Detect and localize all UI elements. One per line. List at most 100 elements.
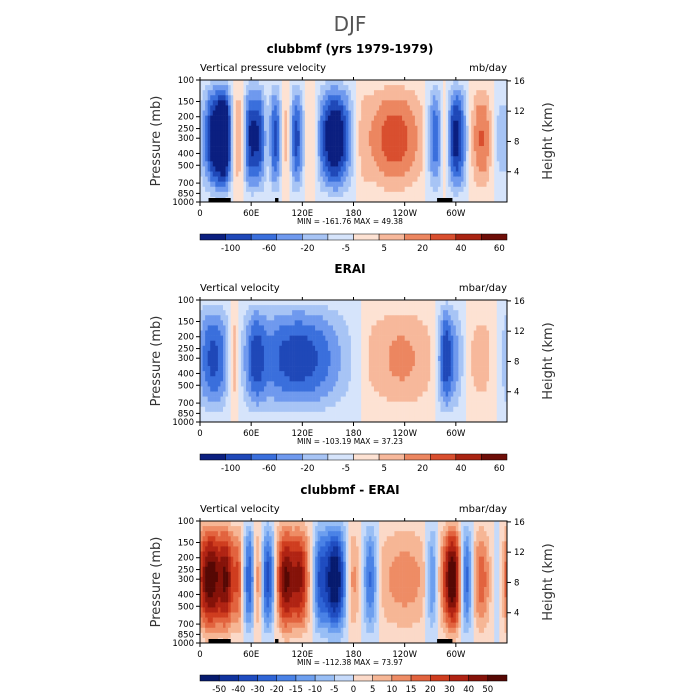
heatmap-cell: [258, 135, 262, 142]
heatmap-cell: [202, 125, 206, 132]
heatmap-cell: [312, 146, 316, 152]
heatmap-cell: [312, 406, 316, 413]
heatmap-cell: [304, 85, 308, 91]
heatmap-cell: [338, 105, 342, 111]
heatmap-cell: [240, 345, 244, 352]
heatmap-cell: [386, 85, 390, 91]
heatmap-cell: [412, 125, 416, 132]
heatmap-cell: [274, 120, 278, 127]
panel-field-label: Vertical pressure velocity: [200, 63, 326, 74]
heatmap-cell: [225, 361, 229, 367]
heatmap-cell: [450, 146, 454, 152]
heatmap-cell: [353, 391, 357, 397]
heatmap-cell: [205, 406, 208, 413]
heatmap-cell: [210, 391, 214, 397]
heatmap-cell: [432, 105, 436, 111]
heatmap-cell: [310, 191, 313, 198]
heatmap-cell: [274, 80, 278, 86]
heatmap-cell: [228, 406, 231, 413]
heatmap-cell: [458, 135, 462, 142]
heatmap-cell: [422, 115, 426, 121]
heatmap-cell: [286, 315, 290, 321]
heatmap-cell: [345, 171, 349, 177]
heatmap-cell: [432, 191, 436, 198]
heatmap-cell: [251, 120, 255, 127]
heatmap-cell: [281, 416, 285, 422]
heatmap-cell: [340, 146, 344, 152]
heatmap-cell: [399, 350, 403, 357]
heatmap-cell: [292, 115, 295, 121]
heatmap-cell: [391, 141, 395, 147]
heatmap-cell: [225, 391, 229, 397]
heatmap-cell: [230, 161, 234, 167]
heatmap-cell: [356, 156, 359, 162]
heatmap-cell: [376, 361, 380, 367]
heatmap-cell: [496, 156, 500, 162]
heatmap-cell: [412, 345, 416, 352]
heatmap-cell: [394, 191, 398, 198]
heatmap-cell: [389, 345, 393, 352]
heatmap-cell: [302, 411, 306, 418]
heatmap-cell: [330, 141, 334, 147]
heatmap-cell: [327, 391, 331, 397]
heatmap-cell: [440, 181, 444, 188]
heatmap-cell: [404, 130, 408, 137]
heatmap-cell: [366, 95, 370, 101]
heatmap-cell: [335, 171, 339, 177]
heatmap-cell: [223, 310, 226, 316]
heatmap-cell: [399, 110, 403, 116]
heatmap-cell: [440, 90, 444, 96]
heatmap-cell: [261, 361, 265, 367]
heatmap-cell: [478, 95, 482, 101]
heatmap-cell: [253, 376, 257, 382]
heatmap-cell: [256, 300, 260, 306]
heatmap-cell: [299, 100, 303, 106]
heatmap-cell: [317, 146, 321, 152]
heatmap-cell: [448, 171, 452, 177]
heatmap-cell: [292, 191, 295, 198]
topography: [208, 198, 453, 202]
heatmap-cell: [417, 110, 421, 116]
heatmap-cell: [233, 406, 237, 413]
ytick-label: 100: [178, 76, 194, 86]
heatmap-cell: [258, 176, 262, 182]
heatmap-cell: [468, 156, 472, 162]
heatmap-cell: [427, 85, 431, 91]
heatmap-cell: [202, 130, 206, 137]
heatmap-cell: [269, 320, 272, 326]
heatmap-cell: [279, 310, 283, 316]
heatmap-cell: [312, 355, 316, 362]
heatmap-cell: [399, 366, 403, 372]
heatmap-cell: [253, 401, 257, 408]
heatmap-cell: [317, 300, 321, 306]
heatmap-cell: [356, 366, 359, 372]
heatmap-cell: [256, 330, 260, 336]
heatmap-cell: [489, 90, 492, 96]
heatmap-cell: [212, 146, 216, 152]
heatmap-cell: [376, 325, 380, 331]
heatmap-cell: [269, 105, 272, 111]
heatmap-cell: [274, 135, 278, 142]
heatmap-cell: [315, 156, 318, 162]
heatmap-cell: [235, 320, 239, 326]
heatmap-cell: [243, 411, 247, 418]
heatmap-cell: [496, 181, 500, 188]
heatmap-cell: [417, 95, 421, 101]
heatmap-cell: [409, 310, 413, 316]
heatmap-cell: [414, 130, 418, 137]
heatmap-cell: [417, 171, 421, 177]
heatmap-cell: [420, 181, 423, 188]
heatmap-cell: [276, 371, 280, 377]
heatmap-cell: [258, 386, 262, 392]
heatmap-cell: [379, 411, 382, 418]
heatmap-cell: [281, 376, 285, 382]
heatmap-cell: [404, 115, 408, 121]
heatmap-cell: [205, 171, 208, 177]
heatmap-cell: [320, 320, 324, 326]
heatmap-cell: [215, 361, 219, 367]
heatmap-cell: [443, 80, 446, 86]
heatmap-cell: [253, 300, 257, 306]
heatmap-cell: [312, 135, 316, 142]
heatmap-cell: [414, 196, 418, 202]
heatmap-cell: [274, 161, 278, 167]
